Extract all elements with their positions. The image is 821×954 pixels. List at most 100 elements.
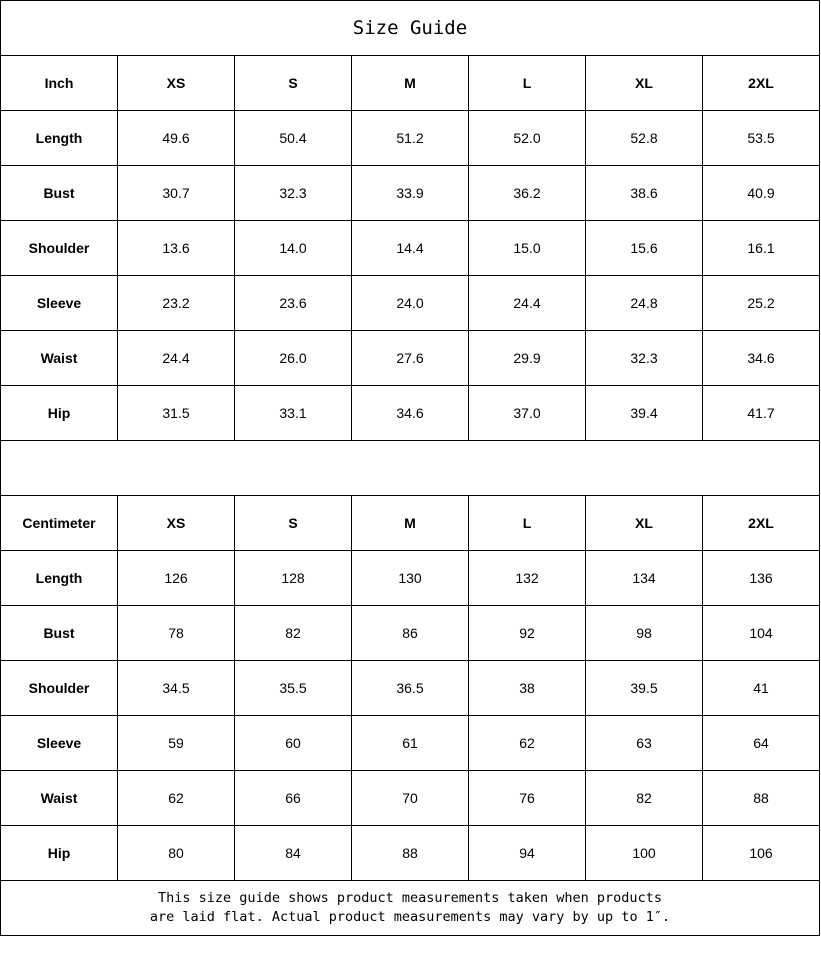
table-row: Sleeve 23.2 23.6 24.0 24.4 24.8 25.2 — [0, 275, 820, 331]
row-label: Bust — [0, 605, 118, 661]
measurement-cell: 84 — [234, 825, 352, 881]
measurement-cell: 104 — [702, 605, 820, 661]
measurement-cell: 31.5 — [117, 385, 235, 441]
measurement-cell: 38.6 — [585, 165, 703, 221]
row-label: Waist — [0, 770, 118, 826]
row-label: Shoulder — [0, 220, 118, 276]
table-row: Length 126 128 130 132 134 136 — [0, 550, 820, 606]
measurement-cell: 82 — [585, 770, 703, 826]
table-row: Hip 31.5 33.1 34.6 37.0 39.4 41.7 — [0, 385, 820, 441]
measurement-cell: 88 — [351, 825, 469, 881]
measurement-cell: 100 — [585, 825, 703, 881]
measurement-cell: 86 — [351, 605, 469, 661]
centimeter-header-row: Centimeter XS S M L XL 2XL — [0, 495, 820, 551]
row-label: Hip — [0, 385, 118, 441]
measurement-cell: 80 — [117, 825, 235, 881]
measurement-cell: 33.1 — [234, 385, 352, 441]
size-header: M — [351, 495, 469, 551]
measurement-note: This size guide shows product measuremen… — [0, 880, 820, 936]
table-row: Waist 24.4 26.0 27.6 29.9 32.3 34.6 — [0, 330, 820, 386]
size-header: L — [468, 495, 586, 551]
size-header: S — [234, 55, 352, 111]
measurement-cell: 16.1 — [702, 220, 820, 276]
table-row: Hip 80 84 88 94 100 106 — [0, 825, 820, 881]
measurement-cell: 33.9 — [351, 165, 469, 221]
measurement-cell: 36.2 — [468, 165, 586, 221]
measurement-cell: 61 — [351, 715, 469, 771]
measurement-cell: 41 — [702, 660, 820, 716]
measurement-cell: 39.5 — [585, 660, 703, 716]
unit-header: Inch — [0, 55, 118, 111]
row-label: Shoulder — [0, 660, 118, 716]
row-label: Bust — [0, 165, 118, 221]
measurement-cell: 40.9 — [702, 165, 820, 221]
measurement-cell: 51.2 — [351, 110, 469, 166]
measurement-cell: 23.2 — [117, 275, 235, 331]
page-title: Size Guide — [0, 0, 820, 56]
measurement-cell: 134 — [585, 550, 703, 606]
measurement-cell: 29.9 — [468, 330, 586, 386]
row-label: Length — [0, 550, 118, 606]
measurement-cell: 136 — [702, 550, 820, 606]
measurement-cell: 32.3 — [585, 330, 703, 386]
measurement-cell: 30.7 — [117, 165, 235, 221]
measurement-cell: 92 — [468, 605, 586, 661]
row-label: Sleeve — [0, 715, 118, 771]
measurement-cell: 66 — [234, 770, 352, 826]
measurement-cell: 14.4 — [351, 220, 469, 276]
measurement-cell: 32.3 — [234, 165, 352, 221]
measurement-cell: 130 — [351, 550, 469, 606]
measurement-cell: 88 — [702, 770, 820, 826]
measurement-cell: 24.8 — [585, 275, 703, 331]
measurement-cell: 37.0 — [468, 385, 586, 441]
measurement-cell: 82 — [234, 605, 352, 661]
size-header: XL — [585, 55, 703, 111]
measurement-cell: 132 — [468, 550, 586, 606]
size-header: L — [468, 55, 586, 111]
table-row: Bust 30.7 32.3 33.9 36.2 38.6 40.9 — [0, 165, 820, 221]
measurement-cell: 63 — [585, 715, 703, 771]
measurement-cell: 39.4 — [585, 385, 703, 441]
measurement-cell: 52.0 — [468, 110, 586, 166]
size-header: XL — [585, 495, 703, 551]
measurement-cell: 34.5 — [117, 660, 235, 716]
measurement-cell: 52.8 — [585, 110, 703, 166]
measurement-cell: 34.6 — [702, 330, 820, 386]
spacer-row — [0, 440, 820, 496]
measurement-cell: 76 — [468, 770, 586, 826]
table-row: Length 49.6 50.4 51.2 52.0 52.8 53.5 — [0, 110, 820, 166]
measurement-cell: 24.4 — [117, 330, 235, 386]
inch-header-row: Inch XS S M L XL 2XL — [0, 55, 820, 111]
measurement-cell: 41.7 — [702, 385, 820, 441]
measurement-cell: 78 — [117, 605, 235, 661]
measurement-cell: 27.6 — [351, 330, 469, 386]
measurement-cell: 94 — [468, 825, 586, 881]
measurement-cell: 60 — [234, 715, 352, 771]
measurement-cell: 70 — [351, 770, 469, 826]
measurement-cell: 62 — [117, 770, 235, 826]
row-label: Waist — [0, 330, 118, 386]
measurement-cell: 53.5 — [702, 110, 820, 166]
measurement-cell: 34.6 — [351, 385, 469, 441]
size-guide-table: Size Guide Inch XS S M L XL 2XL Length 49.6 50.4 5… — [0, 0, 820, 936]
table-row: Waist 62 66 70 76 82 88 — [0, 770, 820, 826]
measurement-cell: 38 — [468, 660, 586, 716]
size-header: XS — [117, 495, 235, 551]
measurement-cell: 36.5 — [351, 660, 469, 716]
measurement-cell: 98 — [585, 605, 703, 661]
unit-header: Centimeter — [0, 495, 118, 551]
measurement-cell: 50.4 — [234, 110, 352, 166]
measurement-cell: 24.0 — [351, 275, 469, 331]
measurement-cell: 14.0 — [234, 220, 352, 276]
measurement-cell: 15.0 — [468, 220, 586, 276]
measurement-cell: 26.0 — [234, 330, 352, 386]
note-line: This size guide shows product measuremen… — [158, 890, 662, 906]
measurement-cell: 126 — [117, 550, 235, 606]
measurement-cell: 15.6 — [585, 220, 703, 276]
measurement-cell: 128 — [234, 550, 352, 606]
size-header: M — [351, 55, 469, 111]
size-header: 2XL — [702, 495, 820, 551]
measurement-cell: 23.6 — [234, 275, 352, 331]
measurement-cell: 35.5 — [234, 660, 352, 716]
note-line: are laid flat. Actual product measuremen… — [149, 909, 671, 925]
